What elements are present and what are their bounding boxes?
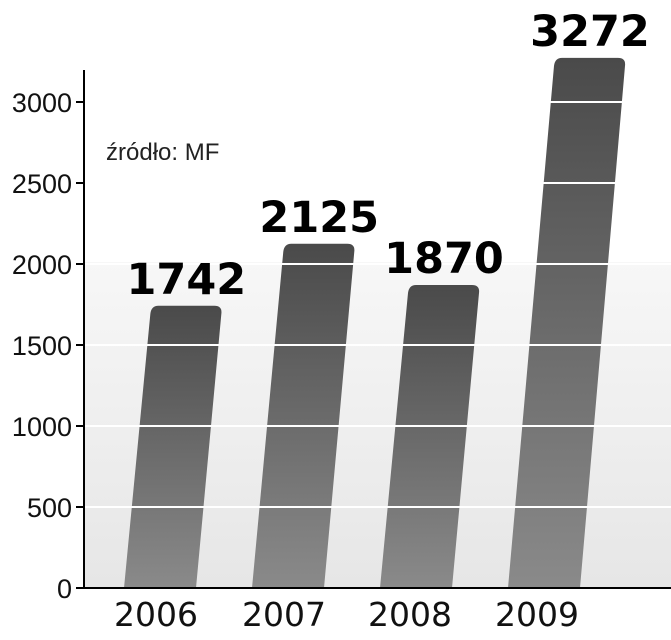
y-tick-label-1000: 1000 <box>12 412 72 442</box>
source-note: źródło: MF <box>106 139 219 166</box>
bar-2006 <box>124 305 222 588</box>
x-tick-label-2008: 2008 <box>368 595 452 634</box>
x-tick-label-2007: 2007 <box>242 595 326 634</box>
y-tick-label-3000: 3000 <box>12 88 72 118</box>
bars-group <box>124 57 626 589</box>
value-label-2008: 1870 <box>384 234 504 284</box>
value-label-2007: 2125 <box>259 193 379 243</box>
y-tick-label-2500: 2500 <box>12 169 72 199</box>
x-tick-label-2009: 2009 <box>495 595 579 634</box>
gridlines-group <box>84 101 671 508</box>
value-label-2006: 1742 <box>127 255 247 305</box>
x-axis-ticks: 2006 2007 2008 2009 <box>114 595 579 634</box>
value-label-2009: 3272 <box>530 7 650 57</box>
y-tick-label-1500: 1500 <box>12 331 72 361</box>
y-axis-ticks: 0 500 1000 1500 2000 2500 3000 <box>12 88 84 604</box>
y-tick-label-0: 0 <box>57 574 72 604</box>
y-tick-label-500: 500 <box>27 493 72 523</box>
y-tick-label-2000: 2000 <box>12 250 72 280</box>
bar-2009 <box>508 57 626 589</box>
bar-2008 <box>380 285 480 588</box>
bar-2007 <box>252 243 355 588</box>
x-tick-label-2006: 2006 <box>114 595 198 634</box>
